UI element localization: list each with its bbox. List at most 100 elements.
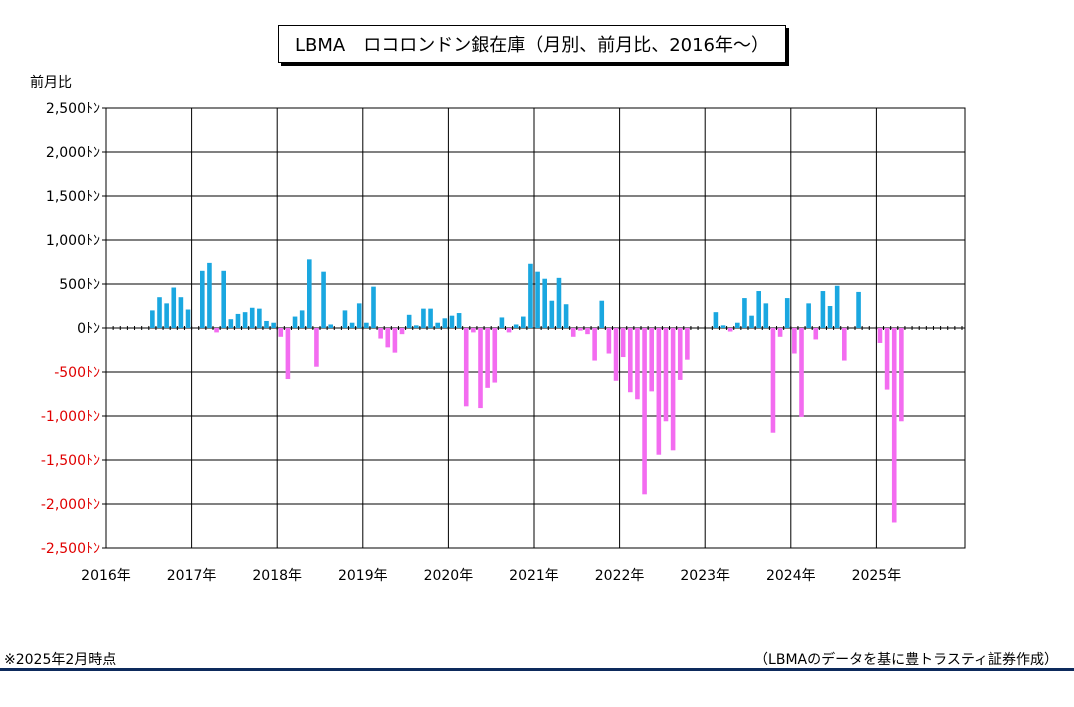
x-tick-label: 2024年: [766, 568, 816, 584]
bar: [727, 328, 733, 332]
x-tick-label: 2021年: [509, 568, 559, 584]
bar: [392, 328, 398, 353]
bar: [891, 328, 897, 523]
plot-frame: [105, 107, 966, 549]
bar: [685, 328, 690, 360]
bar: [570, 328, 576, 337]
bar: [164, 303, 169, 328]
x-tick-label: 2017年: [167, 568, 217, 584]
bar: [221, 270, 226, 328]
bar: [200, 270, 205, 328]
bar: [606, 328, 612, 354]
y-tick-label: 0ﾄﾝ: [77, 321, 100, 337]
bar: [884, 328, 890, 390]
bar: [364, 322, 369, 328]
chart-area: 前月比 2,500ﾄﾝ 2,000ﾄﾝ 1,500ﾄﾝ 1,000ﾄﾝ 500ﾄﾝ 0ﾄﾝ…: [30, 74, 966, 584]
bar: [656, 328, 662, 455]
bar: [670, 328, 676, 451]
bar: [214, 328, 219, 333]
bar: [442, 318, 448, 328]
bar: [535, 271, 540, 328]
bar: [385, 328, 391, 348]
bar: [834, 285, 840, 328]
bar: [784, 298, 790, 328]
bar: [742, 298, 747, 328]
labels-layer: 2,500ﾄﾝ 2,000ﾄﾝ 1,500ﾄﾝ 1,000ﾄﾝ 500ﾄﾝ 0ﾄﾝ -500…: [41, 101, 901, 584]
bar: [228, 319, 234, 328]
bar: [877, 328, 883, 343]
bar: [613, 328, 619, 381]
chart-title: LBMA ロコロンドン銀在庫（月別、前月比、2016年～）: [278, 25, 786, 63]
bar: [506, 328, 512, 333]
bar: [463, 328, 469, 407]
ticks-layer: [102, 107, 963, 549]
bar: [485, 328, 490, 388]
footnote-source: （LBMAのデータを基に豊トラスティ証券作成）: [754, 652, 1058, 668]
bar: [399, 328, 405, 335]
bar: [235, 313, 241, 328]
y-tick-label: 1,000ﾄﾝ: [46, 233, 100, 249]
bar: [720, 325, 726, 328]
x-tick-label: 2025年: [852, 568, 902, 584]
bar: [185, 309, 191, 328]
y-tick-label: -1,000ﾄﾝ: [41, 409, 100, 425]
bar: [599, 300, 605, 328]
bar: [314, 328, 319, 367]
bar: [257, 308, 262, 328]
y-tick-label: -2,000ﾄﾝ: [41, 497, 100, 513]
y-tick-label: -2,500ﾄﾝ: [41, 541, 100, 557]
y-axis-label: 前月比: [30, 74, 72, 91]
bar: [820, 291, 826, 328]
bar: [628, 328, 633, 393]
bottom-rule: [0, 668, 1074, 671]
bar: [585, 328, 590, 335]
bar: [770, 328, 776, 433]
bar: [378, 328, 383, 339]
bar: [827, 306, 833, 328]
bar: [356, 303, 362, 328]
bar: [150, 310, 155, 328]
y-tick-label: 2,500ﾄﾝ: [46, 101, 100, 117]
bar: [414, 325, 419, 328]
bar: [763, 303, 769, 328]
bar: [349, 322, 355, 328]
bar: [492, 328, 498, 383]
bar: [435, 322, 440, 328]
bar: [406, 314, 412, 328]
bar: [307, 259, 312, 328]
bar: [556, 277, 562, 328]
bar: [478, 328, 483, 409]
bar: [649, 328, 654, 392]
bar: [242, 312, 248, 328]
bar: [178, 297, 184, 328]
bar: [207, 262, 212, 328]
bar: [264, 320, 269, 328]
bar: [663, 328, 669, 422]
x-tick-label: 2023年: [680, 568, 730, 584]
y-tick-label: 2,000ﾄﾝ: [46, 145, 100, 161]
bar: [799, 328, 804, 417]
bar: [513, 324, 519, 328]
bar: [677, 328, 683, 380]
y-tick-label: -1,500ﾄﾝ: [41, 453, 100, 469]
y-tick-label: -500ﾄﾝ: [54, 365, 100, 381]
bar: [428, 308, 433, 328]
y-tick-label: 1,500ﾄﾝ: [46, 189, 100, 205]
bar: [278, 328, 284, 337]
bar: [449, 315, 455, 328]
bar: [735, 322, 740, 328]
bar: [285, 328, 291, 380]
bar: [271, 322, 276, 328]
bar: [635, 328, 640, 400]
bar: [592, 328, 597, 361]
x-tick-label: 2018年: [252, 568, 302, 584]
bar: [792, 328, 797, 354]
bar: [371, 286, 376, 328]
bar: [342, 310, 348, 328]
bar: [806, 303, 811, 328]
footnote-date: ※2025年2月時点: [4, 652, 117, 668]
bar: [713, 312, 719, 328]
bar: [521, 316, 526, 328]
bar: [749, 315, 754, 328]
bar: [578, 328, 583, 331]
